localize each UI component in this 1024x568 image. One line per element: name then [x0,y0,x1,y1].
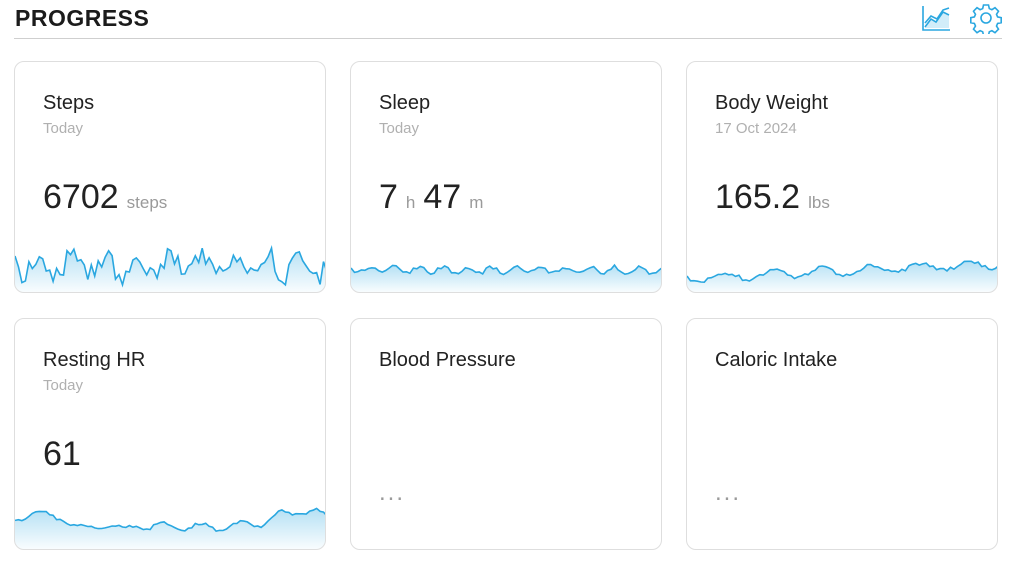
hr-number: 61 [43,435,81,473]
card-title: Body Weight [715,92,829,114]
no-data-placeholder: ... [715,479,742,506]
steps-sparkline [15,245,325,292]
header-actions [920,2,1002,34]
sparkline-area [15,248,325,292]
sparkline-line [15,245,325,288]
card-subtitle: Today [43,377,84,394]
resting-hr-card[interactable]: Resting HR Today 61 [14,318,326,550]
weight-number: 165.2 [715,178,801,216]
sleep-sparkline [351,263,661,292]
steps-card[interactable]: Steps Today 6702 steps [14,61,326,293]
blood-pressure-card[interactable]: Blood Pressure ... [350,318,662,550]
sparkline-area [15,508,325,549]
sparkline-area [351,265,661,292]
body-weight-card[interactable]: Body Weight 17 Oct 2024 165.2 lbs [686,61,998,293]
page-header: PROGRESS [14,0,1002,39]
sleep-card[interactable]: Sleep Today 7 h 47 m [350,61,662,293]
steps-unit: steps [126,193,168,212]
steps-count: 6702 [43,178,119,216]
hr-sparkline [15,507,325,549]
hr-value: 61 [43,435,81,474]
card-subtitle: 17 Oct 2024 [715,120,797,137]
chart-trend-icon[interactable] [920,2,952,34]
sleep-value: 7 h 47 m [379,178,491,217]
card-subtitle: Today [379,120,420,137]
sleep-hours-unit: h [405,193,416,212]
weight-unit: lbs [808,193,830,212]
card-title: Sleep [379,92,431,114]
steps-value: 6702 steps [43,178,175,217]
card-title: Caloric Intake [715,349,838,371]
card-subtitle: Today [43,120,84,137]
sparkline-line [687,260,997,284]
page-title: PROGRESS [15,5,150,31]
sleep-minutes: 47 [423,178,462,216]
sleep-hours: 7 [379,178,398,216]
card-title: Blood Pressure [379,349,516,371]
weight-sparkline [687,260,997,292]
card-title: Steps [43,92,95,114]
weight-value: 165.2 lbs [715,178,838,217]
sparkline-line [15,507,325,532]
gear-icon[interactable] [970,2,1002,34]
sleep-minutes-unit: m [469,193,484,212]
caloric-intake-card[interactable]: Caloric Intake ... [686,318,998,550]
no-data-placeholder: ... [379,479,406,506]
card-title: Resting HR [43,349,146,371]
sparkline-line [351,263,661,276]
